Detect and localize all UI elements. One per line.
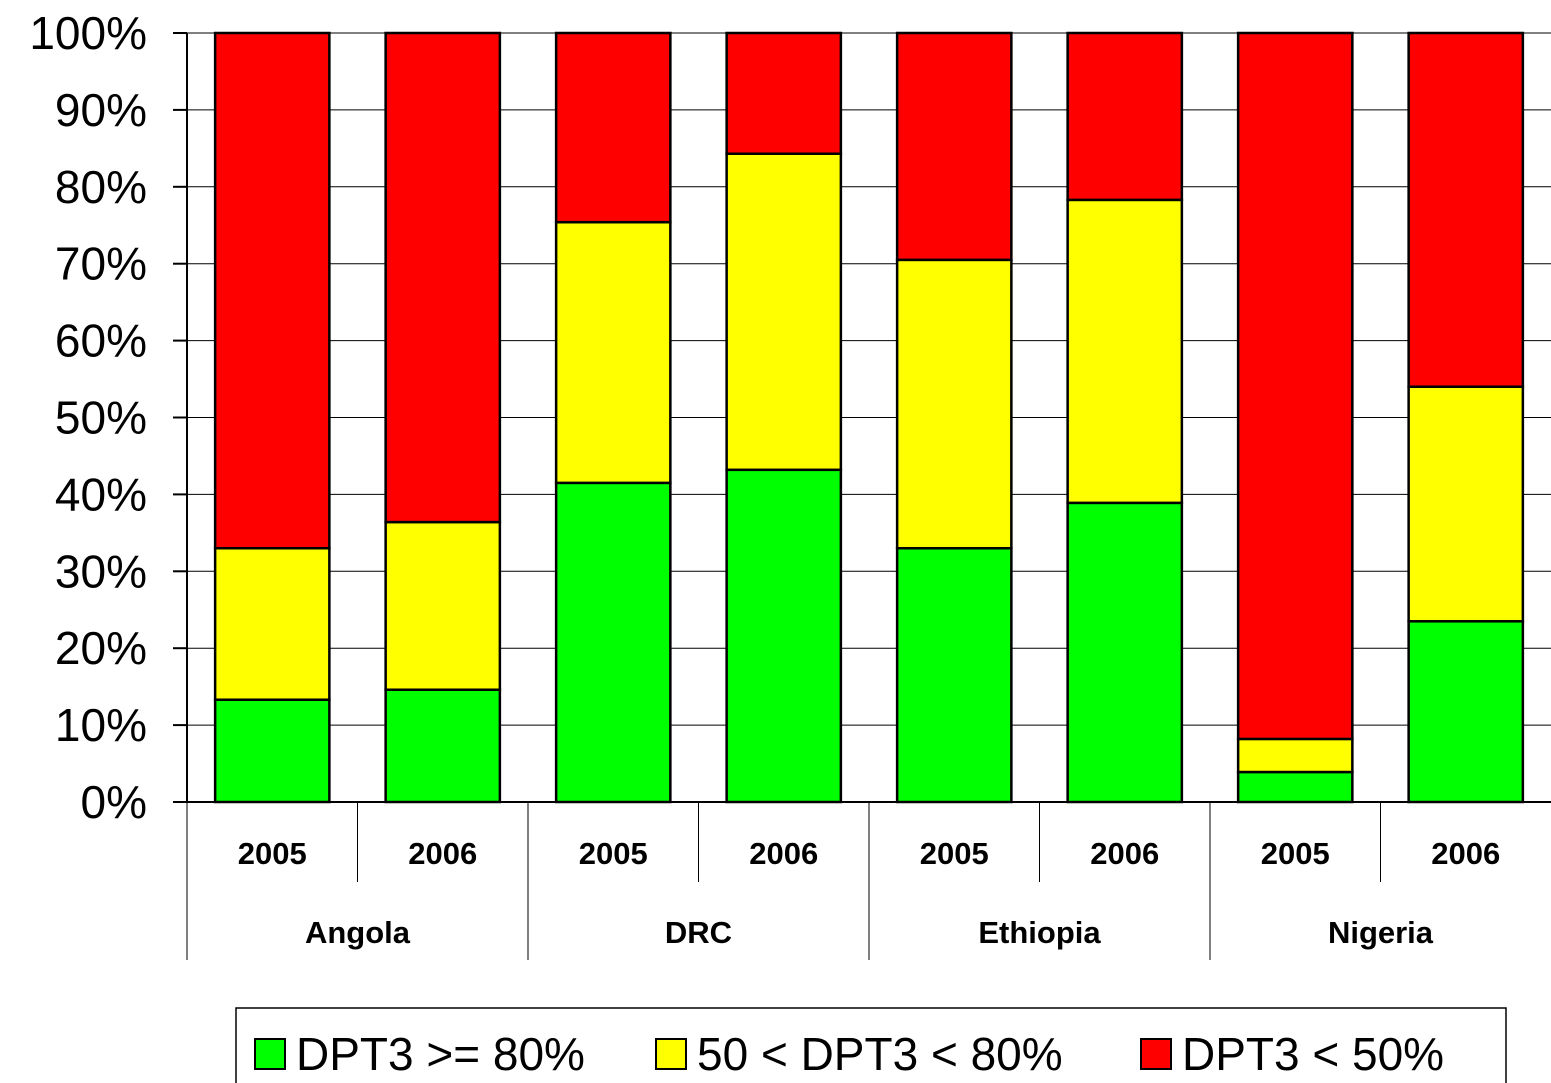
x-category-label: 2005	[920, 836, 989, 871]
x-group-label: Angola	[305, 915, 411, 950]
x-category-label: 2006	[1090, 836, 1159, 871]
bar-segment-1-7	[1236, 770, 1354, 804]
y-tick-label: 90%	[55, 84, 147, 136]
bar-segment-3-1	[213, 31, 331, 550]
x-axis-labels: 2005 2006 Angola 2005 2006 DRC 2005 2006 Ethiopi…	[186, 802, 1500, 960]
legend-label: DPT3 >= 80%	[296, 1028, 585, 1080]
bar-segment-1-6	[1066, 501, 1184, 804]
bar-segment-1-5	[895, 546, 1013, 804]
bar-segment-3-7	[1236, 31, 1354, 741]
legend-label: DPT3 < 50%	[1182, 1028, 1444, 1080]
bar-segment-1-8	[1407, 620, 1525, 804]
legend-label: 50 < DPT3 < 80%	[697, 1028, 1063, 1080]
bar-segment-2-8	[1407, 385, 1525, 623]
y-tick-label: 80%	[55, 161, 147, 213]
bar-segment-3-4	[725, 31, 843, 155]
bar-segment-1-4	[725, 468, 843, 804]
x-category-label: 2005	[1261, 836, 1330, 871]
legend-box	[235, 1007, 1507, 1083]
legend: DPT3 >= 80% 50 < DPT3 < 80% DPT3 < 50%	[235, 1007, 1507, 1083]
x-group-label: Nigeria	[1328, 915, 1434, 950]
y-axis-tick-labels: 0% 10% 20% 30% 40% 50% 60% 70% 80% 90% 100%	[29, 7, 147, 828]
bar-segment-2-6	[1066, 198, 1184, 505]
bar-segment-2-3	[554, 220, 672, 485]
bar-segment-3-8	[1407, 31, 1525, 388]
y-tick-label: 30%	[55, 545, 147, 597]
bar-segment-1-1	[213, 698, 331, 804]
y-tick-label: 100%	[29, 7, 147, 59]
bar-segment-3-5	[895, 31, 1013, 262]
bar-segment-1-3	[554, 481, 672, 804]
bar-segment-2-1	[213, 546, 331, 701]
y-tick-label: 0%	[81, 776, 147, 828]
x-category-label: 2006	[1431, 836, 1500, 871]
bar-segment-3-2	[384, 31, 502, 524]
bar-segment-1-2	[384, 688, 502, 804]
y-tick-label: 70%	[55, 238, 147, 290]
x-category-label: 2006	[749, 836, 818, 871]
bars	[213, 31, 1525, 804]
x-group-label: DRC	[665, 915, 732, 950]
bar-segment-2-2	[384, 520, 502, 691]
x-category-label: 2005	[579, 836, 648, 871]
bar-segment-2-7	[1236, 737, 1354, 774]
x-category-label: 2006	[408, 836, 477, 871]
legend-swatch	[655, 1038, 687, 1070]
y-tick-label: 20%	[55, 622, 147, 674]
y-tick-label: 50%	[55, 392, 147, 444]
x-group-label: Ethiopia	[978, 915, 1101, 950]
y-tick-label: 40%	[55, 468, 147, 520]
bar-segment-2-4	[725, 152, 843, 472]
x-category-label: 2005	[238, 836, 307, 871]
legend-swatch	[254, 1038, 286, 1070]
legend-swatch	[1140, 1038, 1172, 1070]
y-tick-label: 60%	[55, 315, 147, 367]
bar-segment-2-5	[895, 258, 1013, 550]
bar-segment-3-3	[554, 31, 672, 224]
bar-segment-3-6	[1066, 31, 1184, 202]
y-tick-label: 10%	[55, 699, 147, 751]
